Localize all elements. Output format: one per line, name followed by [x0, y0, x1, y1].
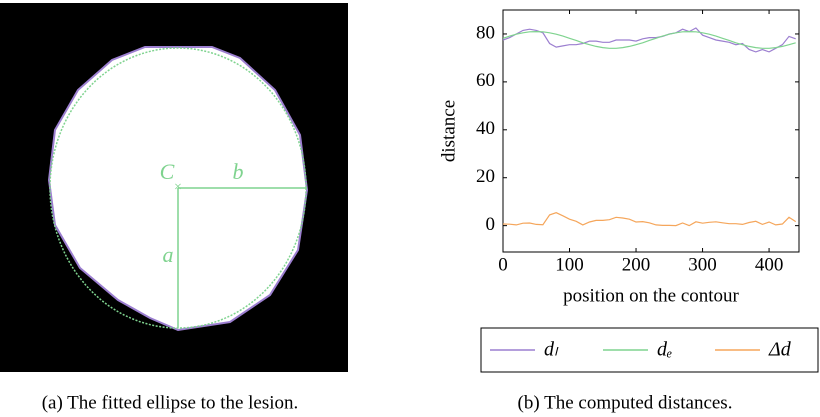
x-tick-label: 200 — [622, 254, 651, 275]
caption-a: (a) The fitted ellipse to the lesion. — [42, 392, 299, 413]
y-axis-label: distance — [438, 100, 459, 162]
y-tick-label: 20 — [476, 166, 495, 187]
caption-b: (b) The computed distances. — [518, 392, 733, 413]
x-tick-label: 0 — [498, 254, 508, 275]
x-tick-label: 300 — [688, 254, 717, 275]
major-label: a — [163, 242, 174, 267]
legend-label: dₗ — [544, 339, 559, 361]
plot-frame — [503, 10, 799, 252]
y-tick-label: 0 — [486, 214, 496, 235]
x-tick-label: 100 — [555, 254, 584, 275]
legend-label: dₑ — [657, 339, 672, 361]
legend-label: Δd — [768, 339, 792, 361]
x-tick-label: 400 — [755, 254, 784, 275]
series-line — [503, 213, 796, 226]
center-marker: × — [174, 180, 182, 195]
figure: × C b a (a) The fitted ellipse to the le… — [0, 0, 820, 417]
y-tick-label: 40 — [476, 118, 495, 139]
minor-label: b — [233, 159, 244, 184]
y-tick-label: 80 — [476, 22, 495, 43]
center-label: C — [160, 159, 175, 184]
x-axis-label: position on the contour — [563, 285, 739, 306]
y-tick-label: 60 — [476, 70, 495, 91]
page: × C b a (a) The fitted ellipse to the le… — [0, 0, 820, 417]
